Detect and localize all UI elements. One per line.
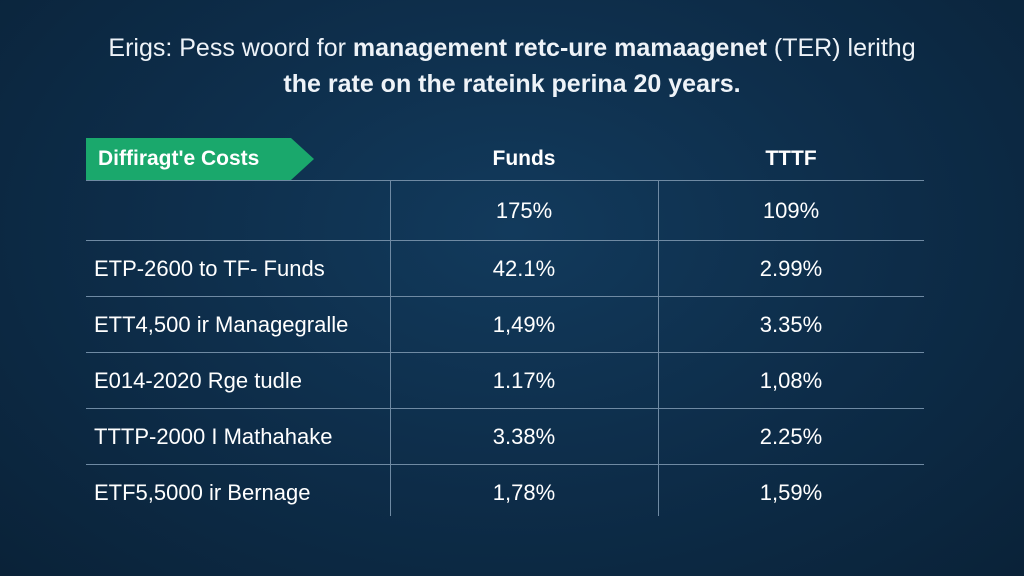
column-header-tttf: TTTF xyxy=(765,147,817,170)
title-prefix: Erigs: Pess woord for xyxy=(108,34,353,62)
table-header-row: Diffiragt'e Costs Funds TTTF xyxy=(86,138,924,181)
funds-value: 1.17% xyxy=(492,367,556,393)
funds-value: 1,49% xyxy=(492,311,556,337)
title-suffix: (TER) lerithg xyxy=(766,34,916,62)
table-row: 175% 109% xyxy=(86,181,924,241)
tttf-value: 2.25% xyxy=(759,423,823,449)
funds-value: 175% xyxy=(495,197,553,223)
tttf-value: 3.35% xyxy=(759,311,823,337)
title-line-1: Erigs: Pess woord for management retc-ur… xyxy=(0,30,1024,66)
funds-value: 42.1% xyxy=(492,255,556,281)
title-bold: management retc-ure mamaagenet xyxy=(352,34,767,62)
row-label: ETP-2600 to TF- Funds xyxy=(94,255,325,281)
category-tag: Diffiragt'e Costs xyxy=(86,138,314,180)
tttf-value: 1,59% xyxy=(759,479,823,505)
table-row: ETF5,5000 ir Bernage 1,78% 1,59% xyxy=(86,465,924,520)
row-label xyxy=(94,181,384,240)
funds-value: 1,78% xyxy=(492,479,556,505)
row-label: ETF5,5000 ir Bernage xyxy=(94,479,311,505)
column-header-funds: Funds xyxy=(492,147,556,170)
column-divider xyxy=(390,180,391,516)
column-divider xyxy=(658,180,659,516)
cost-table: Diffiragt'e Costs Funds TTTF 175% 109% E… xyxy=(86,138,924,520)
page-title: Erigs: Pess woord for management retc-ur… xyxy=(0,30,1024,102)
table-row: TTTP-2000 I Mathahake 3.38% 2.25% xyxy=(86,409,924,465)
row-label: ETT4,500 ir Managegralle xyxy=(94,311,349,337)
funds-value: 3.38% xyxy=(492,423,556,449)
table-row: E014-2020 Rge tudle 1.17% 1,08% xyxy=(86,353,924,409)
row-label: E014-2020 Rge tudle xyxy=(94,367,302,393)
title-line-2: the rate on the rateink perina 20 years. xyxy=(283,70,741,98)
tttf-value: 2.99% xyxy=(759,255,823,281)
table-row: ETT4,500 ir Managegralle 1,49% 3.35% xyxy=(86,297,924,353)
tttf-value: 1,08% xyxy=(759,367,823,393)
table-row: ETP-2600 to TF- Funds 42.1% 2.99% xyxy=(86,241,924,297)
tttf-value: 109% xyxy=(762,197,820,223)
row-label: TTTP-2000 I Mathahake xyxy=(94,423,333,449)
